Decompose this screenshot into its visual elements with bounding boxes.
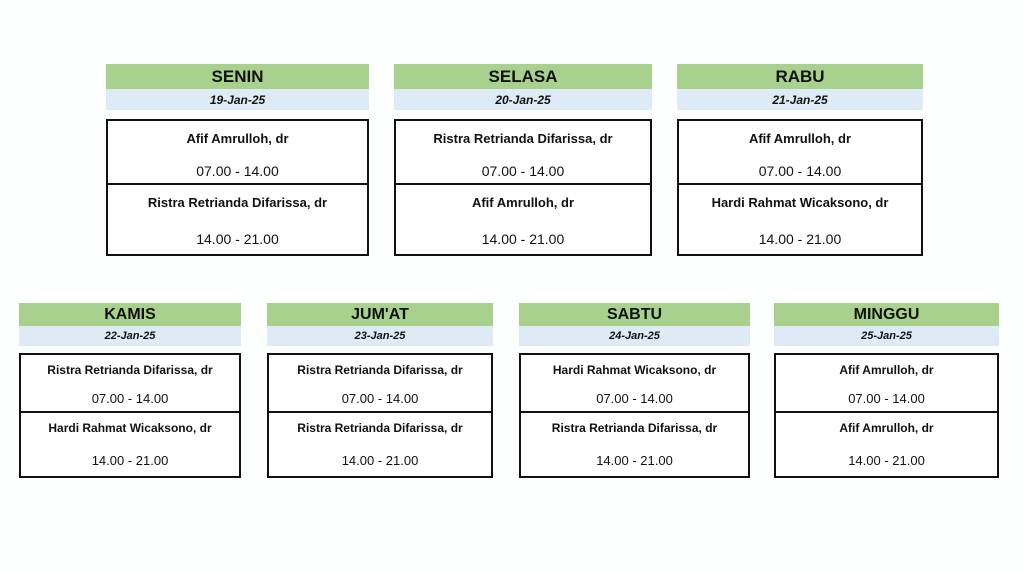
doctor-name: Ristra Retrianda Difarissa, dr — [47, 363, 213, 377]
shift-row: Afif Amrulloh, dr 14.00 - 21.00 — [776, 411, 997, 480]
day-date: 22-Jan-25 — [19, 326, 241, 346]
shift-table: Ristra Retrianda Difarissa, dr 07.00 - 1… — [19, 353, 241, 478]
shift-row: Hardi Rahmat Wicaksono, dr 07.00 - 14.00 — [521, 355, 748, 411]
shift-row: Hardi Rahmat Wicaksono, dr 14.00 - 21.00 — [679, 183, 921, 258]
day-card-senin: SENIN 19-Jan-25 Afif Amrulloh, dr 07.00 … — [106, 64, 369, 256]
day-date: 23-Jan-25 — [267, 326, 493, 346]
shift-table: Ristra Retrianda Difarissa, dr 07.00 - 1… — [394, 119, 652, 256]
day-header: MINGGU — [774, 303, 999, 326]
shift-table: Afif Amrulloh, dr 07.00 - 14.00 Ristra R… — [106, 119, 369, 256]
day-card-sabtu: SABTU 24-Jan-25 Hardi Rahmat Wicaksono, … — [519, 303, 750, 478]
day-header: RABU — [677, 64, 923, 89]
shift-table: Ristra Retrianda Difarissa, dr 07.00 - 1… — [267, 353, 493, 478]
day-card-jumat: JUM'AT 23-Jan-25 Ristra Retrianda Difari… — [267, 303, 493, 478]
shift-time: 07.00 - 14.00 — [196, 163, 279, 179]
day-card-minggu: MINGGU 25-Jan-25 Afif Amrulloh, dr 07.00… — [774, 303, 999, 478]
shift-row: Afif Amrulloh, dr 14.00 - 21.00 — [396, 183, 650, 258]
doctor-name: Ristra Retrianda Difarissa, dr — [297, 421, 463, 435]
day-date: 20-Jan-25 — [394, 89, 652, 110]
shift-time: 14.00 - 21.00 — [341, 453, 419, 468]
day-card-kamis: KAMIS 22-Jan-25 Ristra Retrianda Difaris… — [19, 303, 241, 478]
day-header: SELASA — [394, 64, 652, 89]
shift-row: Afif Amrulloh, dr 07.00 - 14.00 — [108, 121, 367, 183]
day-date: 19-Jan-25 — [106, 89, 369, 110]
shift-time: 14.00 - 21.00 — [758, 231, 842, 247]
shift-time: 07.00 - 14.00 — [848, 391, 925, 406]
day-card-selasa: SELASA 20-Jan-25 Ristra Retrianda Difari… — [394, 64, 652, 256]
doctor-name: Hardi Rahmat Wicaksono, dr — [711, 195, 889, 210]
shift-table: Hardi Rahmat Wicaksono, dr 07.00 - 14.00… — [519, 353, 750, 478]
doctor-name: Afif Amrulloh, dr — [839, 421, 934, 435]
doctor-name: Afif Amrulloh, dr — [839, 363, 934, 377]
day-header: SENIN — [106, 64, 369, 89]
doctor-name: Hardi Rahmat Wicaksono, dr — [552, 363, 717, 377]
day-card-rabu: RABU 21-Jan-25 Afif Amrulloh, dr 07.00 -… — [677, 64, 923, 256]
shift-time: 07.00 - 14.00 — [758, 163, 842, 179]
shift-time: 14.00 - 21.00 — [848, 453, 925, 468]
shift-time: 14.00 - 21.00 — [196, 231, 279, 247]
day-header: SABTU — [519, 303, 750, 326]
shift-time: 07.00 - 14.00 — [341, 391, 419, 406]
shift-row: Ristra Retrianda Difarissa, dr 07.00 - 1… — [21, 355, 239, 411]
shift-row: Afif Amrulloh, dr 07.00 - 14.00 — [776, 355, 997, 411]
doctor-name: Afif Amrulloh, dr — [471, 195, 575, 210]
shift-row: Ristra Retrianda Difarissa, dr 07.00 - 1… — [269, 355, 491, 411]
doctor-name: Ristra Retrianda Difarissa, dr — [551, 421, 718, 435]
shift-time: 07.00 - 14.00 — [596, 391, 673, 406]
doctor-name: Ristra Retrianda Difarissa, dr — [297, 363, 463, 377]
day-header: KAMIS — [19, 303, 241, 326]
doctor-name: Afif Amrulloh, dr — [748, 131, 852, 146]
day-date: 25-Jan-25 — [774, 326, 999, 346]
day-date: 21-Jan-25 — [677, 89, 923, 110]
day-date: 24-Jan-25 — [519, 326, 750, 346]
shift-row: Hardi Rahmat Wicaksono, dr 14.00 - 21.00 — [21, 411, 239, 480]
shift-time: 14.00 - 21.00 — [91, 453, 169, 468]
doctor-name: Ristra Retrianda Difarissa, dr — [433, 131, 613, 146]
shift-time: 07.00 - 14.00 — [481, 163, 565, 179]
shift-row: Ristra Retrianda Difarissa, dr 07.00 - 1… — [396, 121, 650, 183]
shift-time: 07.00 - 14.00 — [91, 391, 169, 406]
day-header: JUM'AT — [267, 303, 493, 326]
shift-time: 14.00 - 21.00 — [481, 231, 565, 247]
doctor-name: Ristra Retrianda Difarissa, dr — [147, 195, 328, 210]
shift-row: Afif Amrulloh, dr 07.00 - 14.00 — [679, 121, 921, 183]
shift-row: Ristra Retrianda Difarissa, dr 14.00 - 2… — [521, 411, 748, 480]
shift-row: Ristra Retrianda Difarissa, dr 14.00 - 2… — [108, 183, 367, 258]
shift-table: Afif Amrulloh, dr 07.00 - 14.00 Afif Amr… — [774, 353, 999, 478]
doctor-name: Afif Amrulloh, dr — [186, 131, 289, 146]
shift-table: Afif Amrulloh, dr 07.00 - 14.00 Hardi Ra… — [677, 119, 923, 256]
shift-row: Ristra Retrianda Difarissa, dr 14.00 - 2… — [269, 411, 491, 480]
shift-time: 14.00 - 21.00 — [596, 453, 673, 468]
doctor-name: Hardi Rahmat Wicaksono, dr — [48, 421, 212, 435]
